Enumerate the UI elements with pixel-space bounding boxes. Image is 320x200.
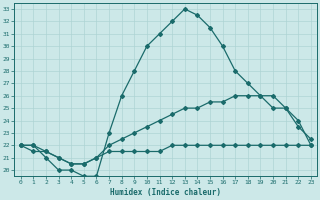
X-axis label: Humidex (Indice chaleur): Humidex (Indice chaleur) <box>110 188 221 197</box>
